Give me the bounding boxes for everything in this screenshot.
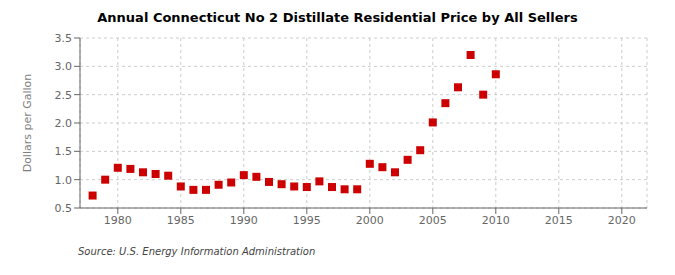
- svg-text:1990: 1990: [230, 214, 258, 227]
- svg-text:2020: 2020: [608, 214, 636, 227]
- svg-text:1995: 1995: [293, 214, 321, 227]
- html-text:Source: U.S. Energy Informatio: Source: U.S. Energy Information Administ…: [78, 246, 316, 257]
- svg-text:2000: 2000: [356, 214, 384, 227]
- svg-text:2015: 2015: [545, 214, 573, 227]
- svg-text:2.5: 2.5: [55, 89, 73, 102]
- html-text:Annual Connecticut No 2 Distil: Annual Connecticut No 2 Distillate Resid…: [97, 10, 578, 25]
- svg-text:2.0: 2.0: [55, 117, 73, 130]
- svg-text:1.0: 1.0: [55, 174, 73, 187]
- svg-text:0.5: 0.5: [55, 202, 73, 215]
- svg-text:Dollars per Gallon: Dollars per Gallon: [21, 74, 34, 173]
- svg-text:2005: 2005: [419, 214, 447, 227]
- svg-text:3.0: 3.0: [55, 60, 73, 73]
- svg-text:2010: 2010: [482, 214, 510, 227]
- svg-text:1.5: 1.5: [55, 145, 73, 158]
- svg-text:1985: 1985: [167, 214, 195, 227]
- svg-text:1980: 1980: [104, 214, 132, 227]
- svg-text:3.5: 3.5: [55, 32, 73, 45]
